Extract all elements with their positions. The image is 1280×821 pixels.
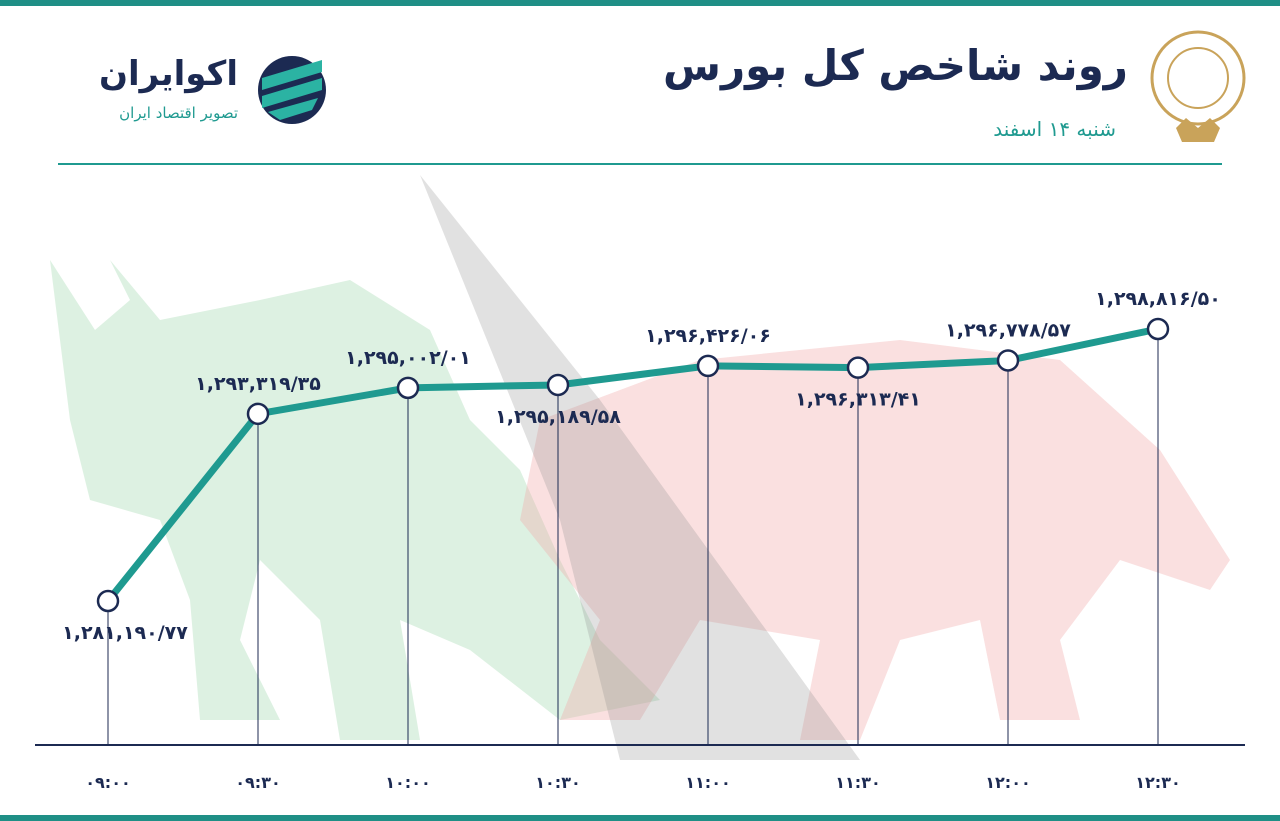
point [1146,317,1170,341]
arrow-shape [420,175,860,760]
x-tick-label: ۱۰:۳۰ [535,773,580,792]
x-tick-label: ۰۹:۳۰ [235,773,280,792]
x-tick-label: ۰۹:۰۰ [85,773,130,792]
tagline: تصویر اقتصاد ایران [119,104,238,122]
brand: اکوایران [99,54,238,94]
exchange-logo-base [1176,118,1220,142]
point [246,402,270,426]
point [96,589,120,613]
bull-shape [50,260,660,740]
index-line [105,325,1159,604]
x-tick-label: ۱۱:۰۰ [685,773,730,792]
exchange-logo [1150,30,1246,126]
value-label: ۱,۲۹۸,۸۱۶/۵۰ [1095,288,1221,310]
x-tick-label: ۱۱:۳۰ [835,773,880,792]
title: روند شاخص کل بورس [663,41,1128,91]
value-label: ۱,۲۹۶,۴۲۶/۰۶ [645,325,771,347]
point [846,356,870,379]
value-label: ۱,۲۹۵,۱۸۹/۵۸ [495,406,621,428]
bear-shape [520,340,1230,740]
bottom-bar [0,815,1280,821]
point [996,349,1020,372]
point [546,373,570,397]
value-label: ۱,۲۹۶,۳۱۳/۴۱ [795,389,921,411]
point [696,354,720,378]
brand-logo [258,56,326,124]
top-bar [0,0,1280,6]
value-label: ۱,۲۹۳,۳۱۹/۳۵ [195,373,321,395]
exchange-logo-inner [1167,47,1229,109]
value-label: ۱,۲۹۵,۰۰۲/۰۱ [345,347,471,369]
subtitle: شنبه ۱۴ اسفند [993,117,1116,141]
point [396,376,420,400]
x-tick-label: ۱۰:۰۰ [385,773,430,792]
x-tick-label: ۱۲:۰۰ [985,773,1030,792]
value-label: ۱,۲۹۶,۷۷۸/۵۷ [945,319,1071,341]
value-label: ۱,۲۸۱,۱۹۰/۷۷ [62,622,188,644]
x-tick-label: ۱۲:۳۰ [1135,773,1180,792]
